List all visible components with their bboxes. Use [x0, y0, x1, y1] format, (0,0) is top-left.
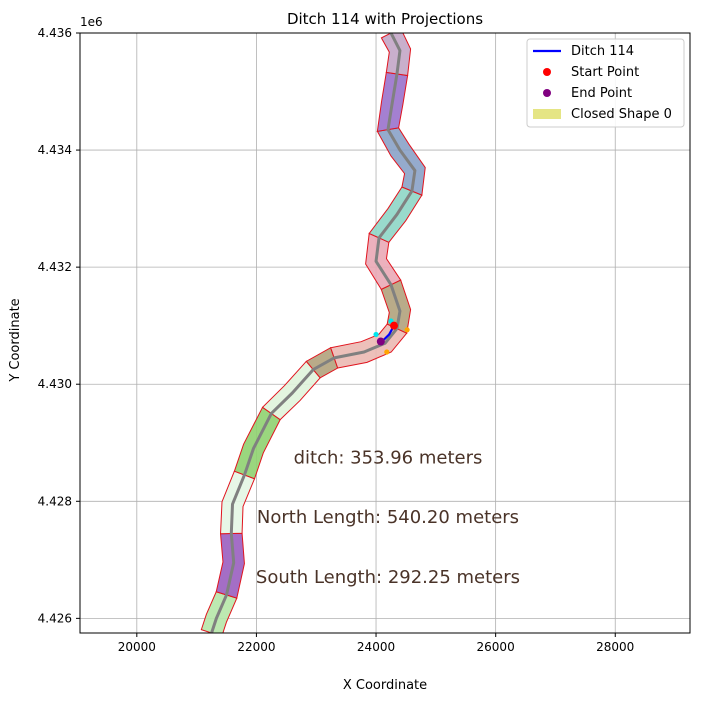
projection-point: [384, 349, 390, 355]
end-point-marker: [376, 337, 385, 346]
ditch-group: [373, 318, 410, 355]
x-axis-ticks: 20000 22000 24000 26000 28000: [118, 633, 634, 654]
channel-centerline: [210, 33, 417, 633]
channel-segment: [380, 33, 412, 77]
annotation-text: South Length: 292.25 meters: [256, 567, 520, 588]
projection-point: [373, 331, 379, 338]
legend-box: [526, 38, 685, 128]
legend-label: Start Point: [571, 65, 639, 80]
chart-title: Ditch 114 with Projections: [287, 10, 483, 28]
x-tick-label: 26000: [477, 640, 515, 654]
legend-label: Closed Shape 0: [571, 107, 672, 122]
legend-swatch-marker: [543, 68, 551, 76]
legend-label: Ditch 114: [571, 44, 634, 59]
y-offset-label: 1e6: [80, 15, 103, 29]
annotation-text: ditch: 353.96 meters: [294, 447, 483, 468]
legend: Ditch 114 Start Point End Point Closed Shap…: [526, 38, 685, 128]
y-tick-label: 4.434: [38, 143, 72, 157]
x-tick-label: 28000: [596, 640, 634, 654]
axes-frame: [79, 32, 691, 634]
x-tick-label: 22000: [237, 640, 275, 654]
annotations: ditch: 353.96 meters North Length: 540.20…: [256, 447, 520, 587]
legend-swatch-marker: [543, 89, 551, 97]
start-point-marker: [389, 321, 398, 330]
y-tick-label: 4.436: [38, 26, 72, 40]
plot-area: ditch: 353.96 meters North Length: 540.20…: [38, 26, 691, 654]
x-tick-label: 20000: [118, 640, 156, 654]
x-tick-label: 24000: [357, 640, 395, 654]
annotation-text: North Length: 540.20 meters: [257, 507, 519, 528]
y-tick-label: 4.430: [38, 377, 72, 391]
y-tick-label: 4.426: [38, 611, 72, 625]
x-axis-label: X Coordinate: [343, 678, 427, 693]
y-axis-label: Y Coordinate: [8, 298, 23, 382]
y-tick-label: 4.428: [38, 494, 72, 508]
projection-point: [404, 327, 410, 333]
y-tick-label: 4.432: [38, 260, 72, 274]
legend-label: End Point: [571, 86, 632, 101]
y-axis-ticks: 4.426 4.428 4.430 4.432 4.434 4.436: [38, 26, 80, 625]
legend-swatch-patch: [533, 109, 561, 119]
channel-centerline-group: [210, 33, 417, 633]
